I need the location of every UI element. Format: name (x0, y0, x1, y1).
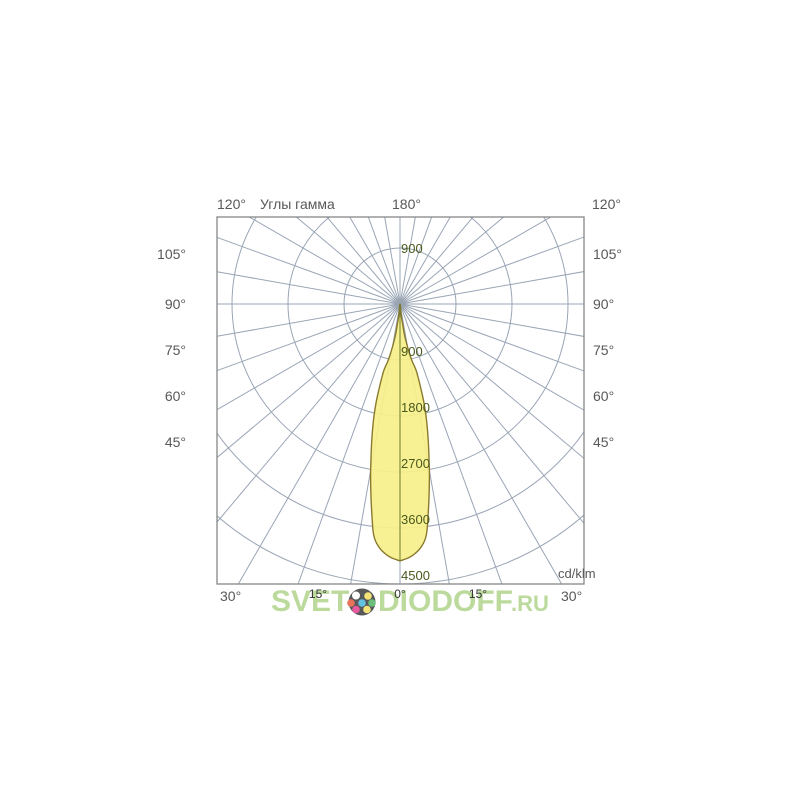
svg-text:60°: 60° (593, 388, 614, 404)
svg-text:45°: 45° (593, 434, 614, 450)
svg-text:900: 900 (401, 241, 423, 256)
svg-text:30°: 30° (220, 588, 241, 604)
svg-text:900: 900 (401, 344, 423, 359)
svg-text:0°: 0° (394, 587, 406, 601)
svg-text:180°: 180° (392, 196, 421, 212)
svg-text:15°: 15° (469, 587, 487, 601)
svg-text:15°: 15° (309, 587, 327, 601)
svg-text:60°: 60° (165, 388, 186, 404)
svg-text:75°: 75° (593, 342, 614, 358)
svg-text:2700: 2700 (401, 456, 430, 471)
svg-text:90°: 90° (593, 296, 614, 312)
svg-text:cd/klm: cd/klm (558, 566, 596, 581)
svg-text:75°: 75° (165, 342, 186, 358)
svg-text:Углы гамма: Углы гамма (260, 196, 335, 212)
svg-text:1800: 1800 (401, 400, 430, 415)
svg-text:90°: 90° (165, 296, 186, 312)
svg-text:120°: 120° (592, 196, 621, 212)
svg-text:30°: 30° (561, 588, 582, 604)
svg-text:45°: 45° (165, 434, 186, 450)
svg-text:105°: 105° (593, 246, 622, 262)
svg-text:120°: 120° (217, 196, 246, 212)
svg-text:4500: 4500 (401, 568, 430, 583)
svg-text:105°: 105° (157, 246, 186, 262)
svg-text:.RU: .RU (511, 591, 549, 616)
svg-text:3600: 3600 (401, 512, 430, 527)
